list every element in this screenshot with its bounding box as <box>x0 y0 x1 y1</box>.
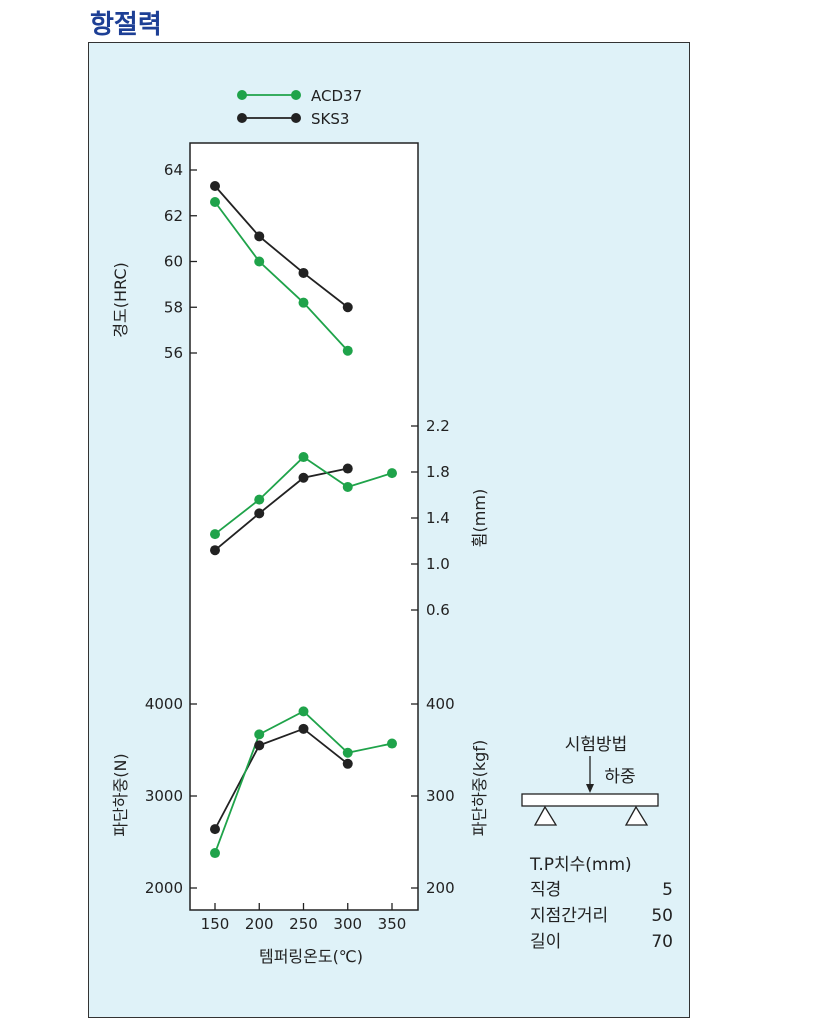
deflection-point-sks3-150 <box>210 545 220 556</box>
hardness-point-acd37-200 <box>254 256 265 267</box>
legend-marker-end-acd37 <box>291 90 301 100</box>
legend-marker-start-acd37 <box>237 90 247 100</box>
hardness-point-sks3-250 <box>298 267 309 278</box>
load-kgf-tick-label-300: 300 <box>426 787 455 805</box>
breaking-load-point-sks3-250 <box>298 723 309 734</box>
deflection-tick-label-1.4: 1.4 <box>426 509 450 527</box>
hardness-point-sks3-200 <box>254 231 265 242</box>
hardness-line-acd37 <box>214 201 349 352</box>
load-kgf-tick-label-200: 200 <box>426 879 455 897</box>
page-title: 항절력 <box>90 10 162 40</box>
test-beam <box>521 793 659 807</box>
x-tick-label-150: 150 <box>201 915 230 933</box>
hardness-point-sks3-300 <box>342 302 353 313</box>
legend-marker-start-sks3 <box>237 113 247 123</box>
deflection-point-acd37-300 <box>342 481 353 492</box>
load-kgf-axis-label: 파단하중(kgf) <box>470 740 489 836</box>
hardness-line-sks3 <box>214 185 349 308</box>
x-tick-label-300: 300 <box>333 915 362 933</box>
hardness-tick-label-64: 64 <box>164 161 183 179</box>
breaking-load-point-acd37-200 <box>254 729 265 740</box>
x-axis-label: 템퍼링온도(℃) <box>259 947 363 966</box>
hardness-point-acd37-300 <box>342 345 353 356</box>
hardness-point-acd37-150 <box>210 197 220 208</box>
load-n-tick-label-3000: 3000 <box>145 787 183 805</box>
tp-size-title: T.P치수(mm) <box>529 855 632 875</box>
deflection-point-acd37-250 <box>298 452 309 463</box>
hardness-tick-label-62: 62 <box>164 207 183 225</box>
deflection-point-acd37-200 <box>254 494 265 505</box>
deflection-point-sks3-250 <box>298 472 309 483</box>
hardness-tick-label-56: 56 <box>164 344 183 362</box>
tp-row-value: 70 <box>651 932 673 952</box>
tp-row-label: 길이 <box>530 932 561 952</box>
breaking-load-point-sks3-200 <box>254 740 265 751</box>
breaking-load-line-sks3 <box>214 727 349 830</box>
hardness-tick-label-58: 58 <box>164 298 183 316</box>
deflection-tick-label-0.6: 0.6 <box>426 601 450 619</box>
deflection-point-acd37-350 <box>387 468 397 479</box>
deflection-tick-label-1.8: 1.8 <box>426 463 450 481</box>
deflection-point-sks3-200 <box>254 508 265 519</box>
breaking-load-point-acd37-300 <box>342 747 353 758</box>
load-n-axis-label: 파단하중(N) <box>111 753 130 836</box>
load-n-tick-label-2000: 2000 <box>145 879 183 897</box>
deflection-tick-label-1: 1.0 <box>426 555 450 573</box>
breaking-load-point-sks3-300 <box>342 758 353 769</box>
legend-marker-end-sks3 <box>291 113 301 123</box>
hardness-tick-label-60: 60 <box>164 253 183 271</box>
tp-row-label: 직경 <box>530 880 561 900</box>
deflection-line-sks3 <box>214 467 348 551</box>
deflection-point-acd37-150 <box>210 529 220 540</box>
support-left <box>533 805 558 826</box>
x-tick-label-250: 250 <box>289 915 318 933</box>
x-tick-label-350: 350 <box>378 915 407 933</box>
load-n-tick-label-4000: 4000 <box>145 695 183 713</box>
deflection-axis-label: 휨(mm) <box>470 489 489 547</box>
breaking-load-point-acd37-350 <box>387 738 397 749</box>
hardness-point-acd37-250 <box>298 297 309 308</box>
load-label: 하중 <box>604 767 635 787</box>
legend-label-sks3: SKS3 <box>311 110 349 128</box>
support-right <box>624 805 649 826</box>
breaking-load-point-acd37-150 <box>210 848 220 859</box>
tp-row-value: 5 <box>662 880 673 900</box>
deflection-point-sks3-300 <box>342 463 353 474</box>
load-kgf-tick-label-400: 400 <box>426 695 455 713</box>
tp-row-value: 50 <box>651 906 673 926</box>
tp-row-label: 지점간거리 <box>530 906 608 926</box>
x-tick-label-200: 200 <box>245 915 274 933</box>
deflection-tick-label-2.2: 2.2 <box>426 417 450 435</box>
load-arrow-head <box>586 784 594 793</box>
breaking-load-point-acd37-250 <box>298 706 309 717</box>
legend-label-acd37: ACD37 <box>311 87 362 105</box>
hardness-point-sks3-150 <box>210 181 220 192</box>
test-method-title: 시험방법 <box>565 735 628 755</box>
breaking-load-point-sks3-150 <box>210 824 220 835</box>
hardness-axis-label: 경도(HRC) <box>111 262 130 337</box>
